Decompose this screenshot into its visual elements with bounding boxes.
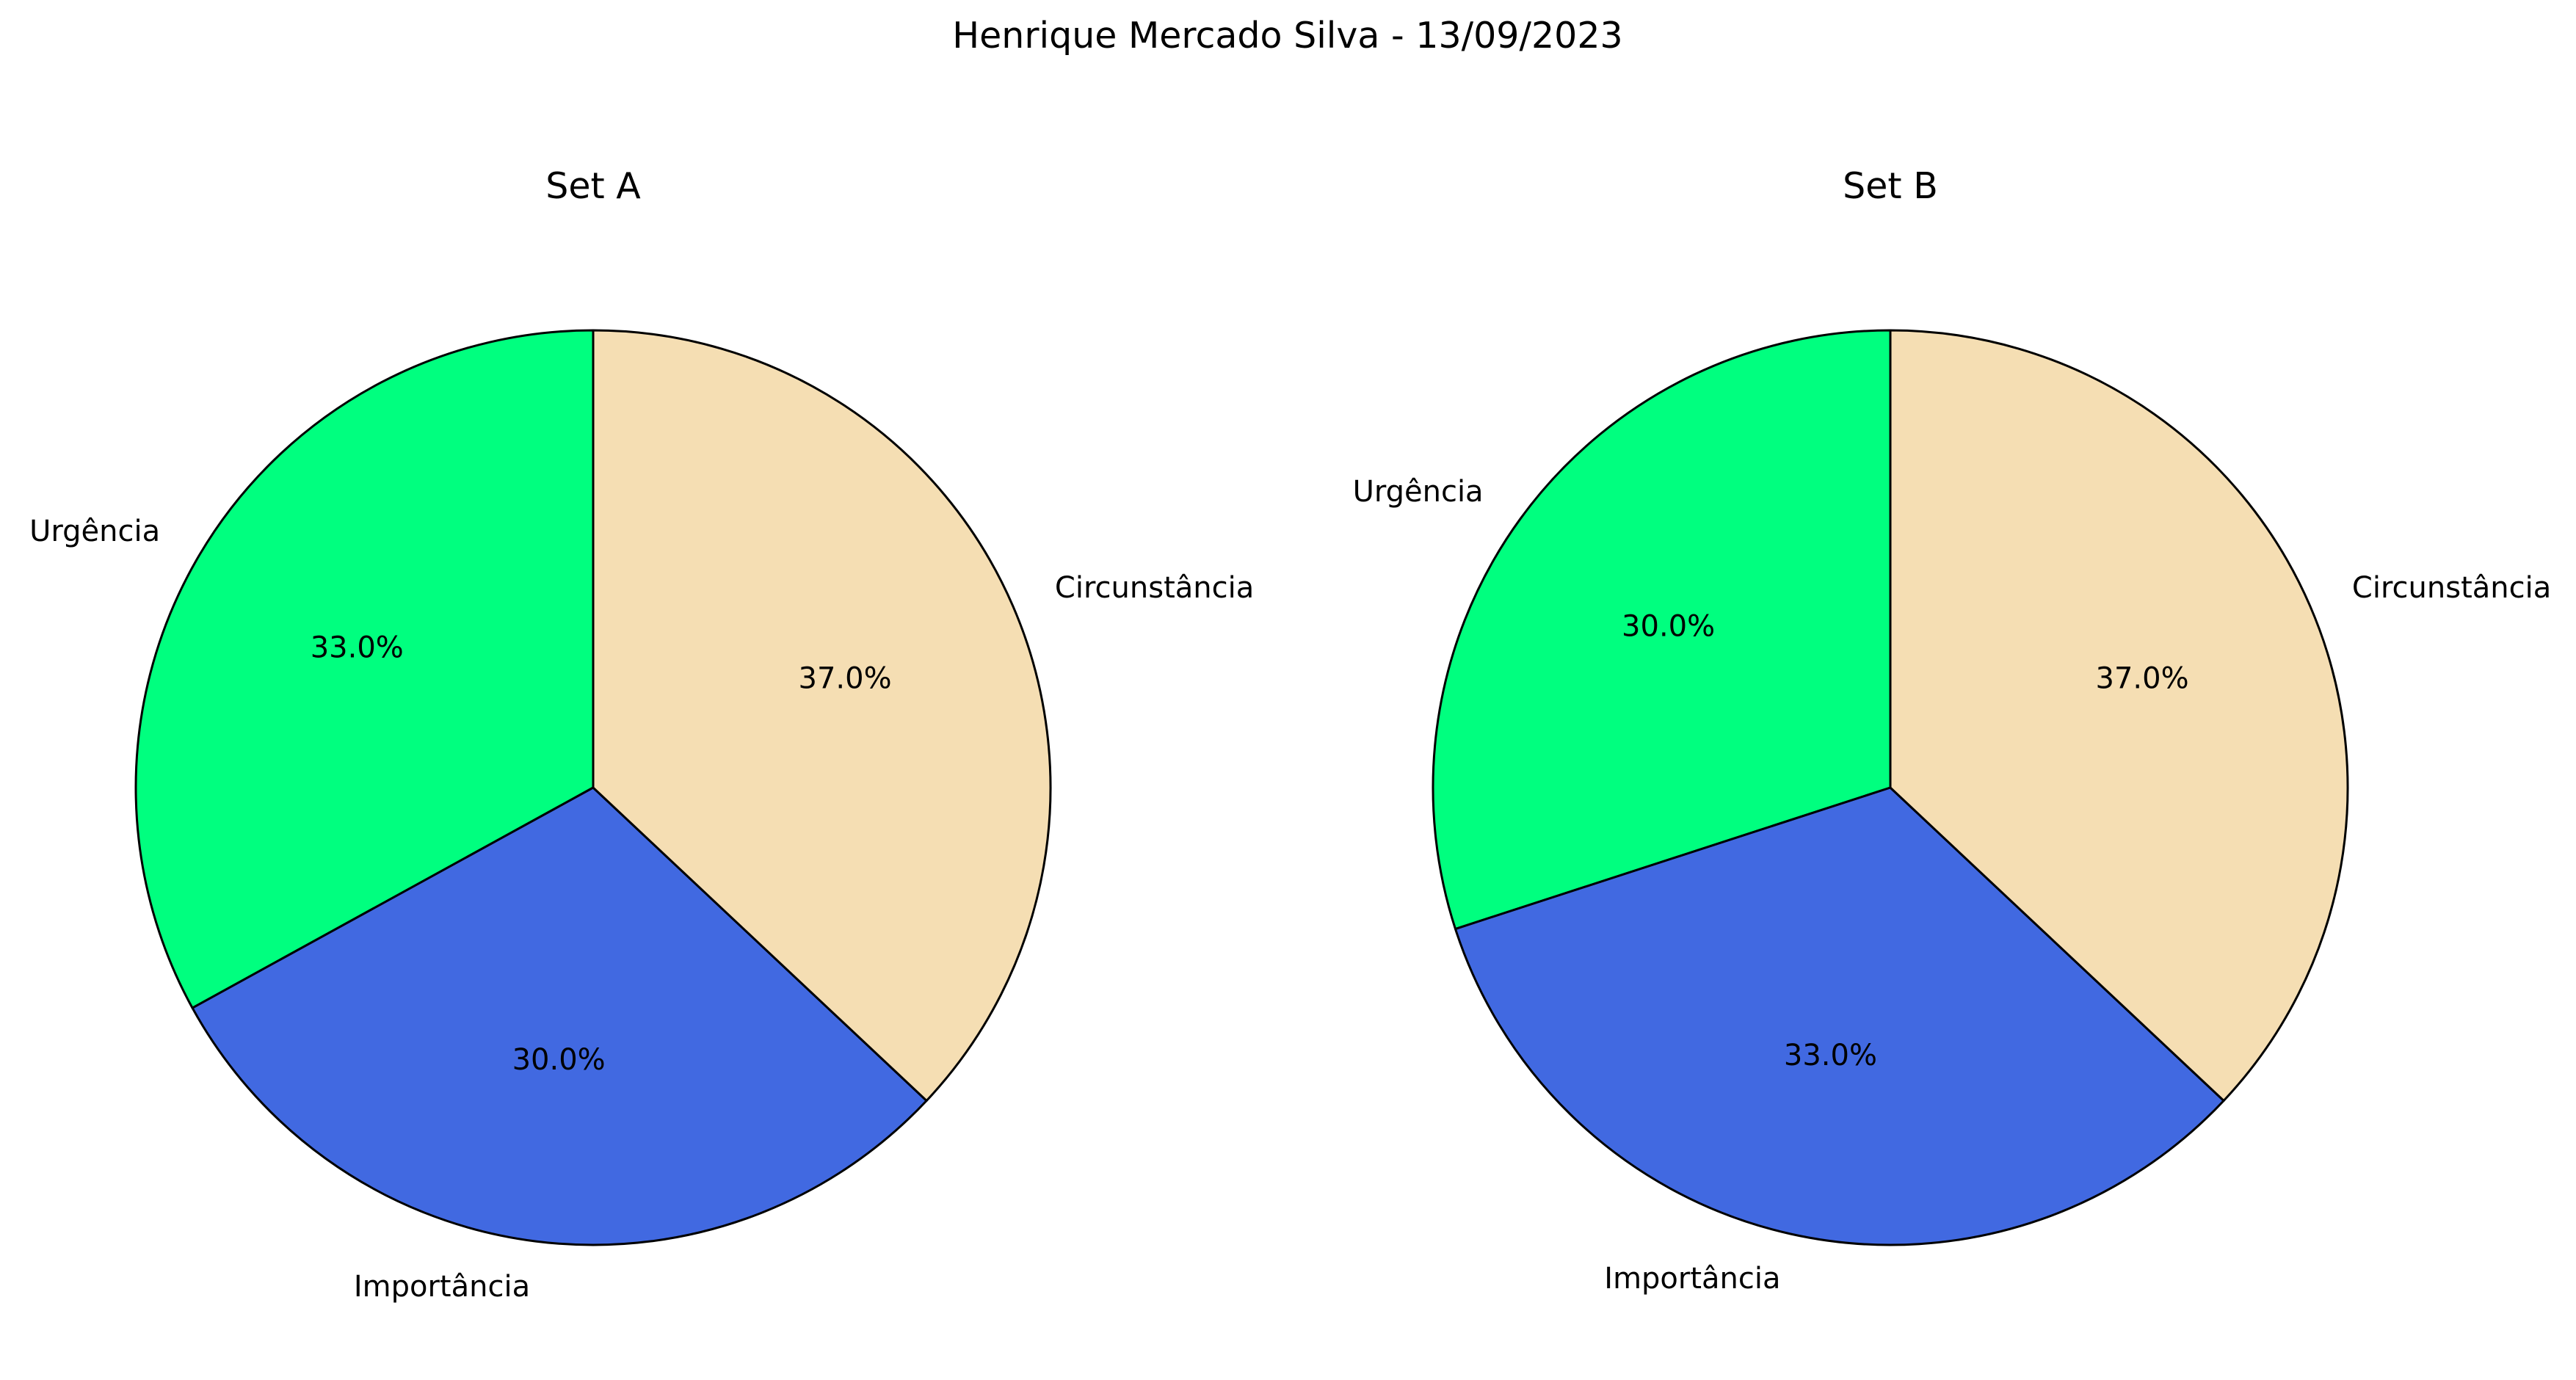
pct-label-urgencia-set-a: 33.0%	[311, 631, 404, 665]
pie-slice-importancia-set-b	[1454, 786, 2225, 1246]
pie-title-set-a: Set A	[545, 165, 641, 207]
pct-label-importancia-set-b: 33.0%	[1784, 1039, 1877, 1072]
slice-label-importancia-set-b: Importância	[1604, 1262, 1780, 1296]
pie-slices-set-b	[1432, 329, 2349, 1246]
pie-chart-set-a: Set A Urgência 33.0% Importância 30.0% Circu…	[29, 165, 1254, 1304]
pie-slice-urgencia-set-b	[1432, 329, 1892, 931]
pie-title-set-b: Set B	[1843, 165, 1938, 207]
pct-label-circunstancia-set-a: 37.0%	[799, 662, 892, 696]
pie-slice-circunstancia-set-b	[1889, 329, 2349, 1102]
pie-slice-urgencia-set-a	[134, 329, 595, 1009]
slice-label-circunstancia-set-a: Circunstância	[1055, 571, 1254, 605]
pct-label-urgencia-set-b: 30.0%	[1622, 609, 1715, 643]
pie-slices-set-a	[134, 329, 1052, 1246]
pie-labels-set-b: Urgência 30.0% Importância 33.0% Circunstânc…	[1353, 475, 2552, 1296]
pie-slice-importancia-set-a	[191, 786, 928, 1246]
slice-label-importancia-set-a: Importância	[354, 1270, 530, 1304]
pct-label-circunstancia-set-b: 37.0%	[2096, 662, 2189, 696]
pie-labels-set-a: Urgência 33.0% Importância 30.0% Circunstânc…	[29, 515, 1254, 1304]
slice-label-circunstancia-set-b: Circunstância	[2352, 571, 2551, 605]
slice-label-urgencia-set-a: Urgência	[29, 515, 160, 548]
figure-title: Henrique Mercado Silva - 13/09/2023	[952, 15, 1622, 57]
slice-label-urgencia-set-b: Urgência	[1353, 475, 1484, 509]
pie-slice-circunstancia-set-a	[592, 329, 1052, 1102]
pct-label-importancia-set-a: 30.0%	[512, 1043, 606, 1077]
pie-chart-set-b: Set B Urgência 30.0% Importância 33.0% Circu…	[1353, 165, 2552, 1296]
